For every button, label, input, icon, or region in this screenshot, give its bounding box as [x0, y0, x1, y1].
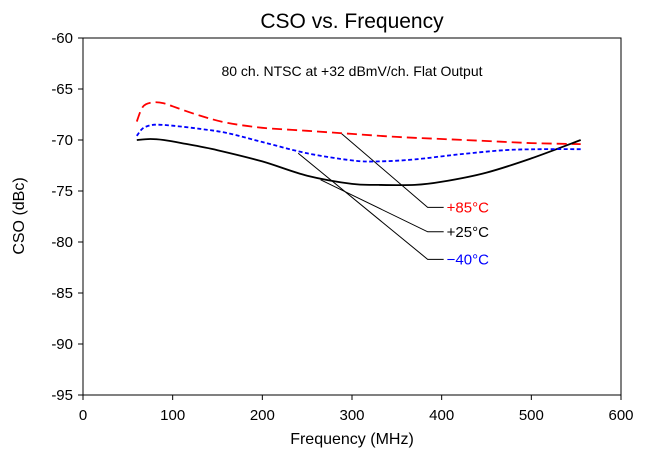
y-tick-label: -65	[51, 81, 73, 98]
x-tick-label: 600	[608, 407, 633, 424]
label-leader-85-c	[340, 132, 444, 208]
series-lines	[135, 101, 582, 187]
series-line-85-c	[135, 101, 581, 145]
label-leader-25-c	[320, 179, 444, 233]
plot-area	[82, 37, 622, 396]
y-tick-label: -90	[51, 336, 73, 353]
series-line-25-c	[136, 138, 582, 187]
x-axis-title: Frequency (MHz)	[290, 431, 414, 448]
series-labels: +85°C +25°C −40°C	[447, 199, 489, 268]
x-tick-label: 100	[160, 407, 185, 424]
chart-annotation: 80 ch. NTSC at +32 dBmV/ch. Flat Output	[221, 63, 482, 79]
x-tick-label: 300	[339, 407, 364, 424]
y-tick-label: -75	[51, 183, 73, 200]
series-line-40-c	[136, 123, 581, 163]
series-label-40-c: −40°C	[447, 251, 489, 268]
series-label-leaders	[297, 132, 444, 260]
chart-title: CSO vs. Frequency	[260, 10, 444, 33]
y-tick-label: -60	[51, 30, 73, 47]
y-tick-label: -80	[51, 234, 73, 251]
y-axis-title: CSO (dBc)	[11, 177, 28, 254]
x-tick-label: 500	[519, 407, 544, 424]
x-tick-label: 0	[79, 407, 87, 424]
x-tick-label: 400	[429, 407, 454, 424]
y-axis: -60 -65 -70 -75 -80 -85 -90 -95	[51, 30, 83, 404]
y-tick-label: -95	[51, 387, 73, 404]
series-label-25-c: +25°C	[447, 224, 489, 241]
x-axis: 0 100 200 300 400 500 600	[79, 395, 634, 424]
label-leader-40-c	[297, 152, 444, 260]
series-label-85-c: +85°C	[447, 199, 489, 216]
x-tick-label: 200	[250, 407, 275, 424]
y-tick-label: -85	[51, 285, 73, 302]
y-tick-label: -70	[51, 132, 73, 149]
